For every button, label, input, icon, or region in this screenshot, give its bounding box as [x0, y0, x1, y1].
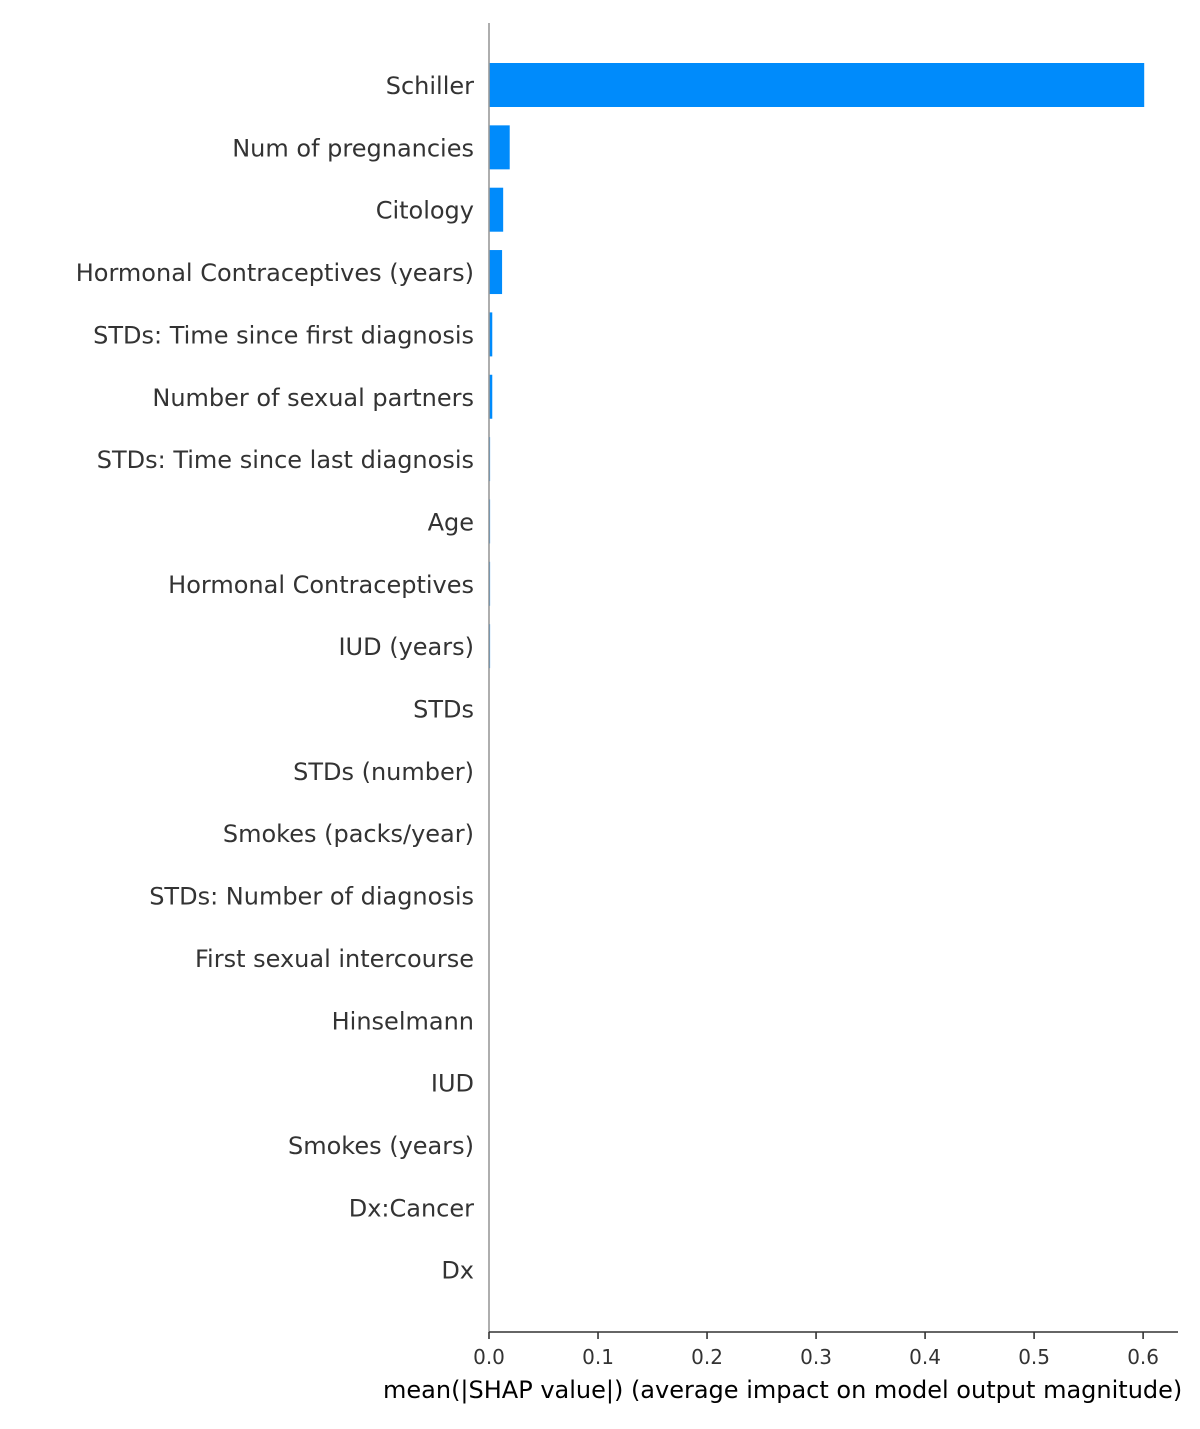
category-label-16: IUD [431, 1070, 474, 1098]
category-label-0: Schiller [386, 72, 474, 100]
bar-3 [489, 250, 503, 295]
category-label-5: Number of sexual partners [152, 384, 474, 412]
category-label-1: Num of pregnancies [232, 134, 474, 162]
category-label-19: Dx [441, 1257, 474, 1285]
category-label-2: Citology [376, 197, 474, 225]
x-tick-label-3: 0.3 [800, 1345, 832, 1369]
x-tick-label-6: 0.6 [1127, 1345, 1159, 1369]
x-ticks-group: 0.0 0.1 0.2 0.3 0.4 0.5 0.6 [473, 1332, 1159, 1369]
category-label-7: Age [428, 508, 474, 536]
category-label-12: Smokes (packs/year) [223, 820, 474, 848]
category-label-8: Hormonal Contraceptives [168, 571, 474, 599]
x-tick-label-1: 0.1 [582, 1345, 614, 1369]
x-tick-label-4: 0.4 [909, 1345, 941, 1369]
category-label-11: STDs (number) [293, 758, 474, 786]
category-label-10: STDs [413, 696, 474, 724]
bar-4 [489, 312, 493, 357]
bar-2 [489, 187, 504, 232]
category-label-17: Smokes (years) [288, 1132, 474, 1160]
category-label-14: First sexual intercourse [195, 945, 474, 973]
x-tick-label-5: 0.5 [1018, 1345, 1050, 1369]
x-tick-label-0: 0.0 [473, 1345, 505, 1369]
bar-1 [489, 125, 510, 170]
category-labels-group: Schiller Num of pregnancies Citology Hormon… [76, 72, 474, 1285]
category-label-6: STDs: Time since last diagnosis [97, 446, 474, 474]
category-label-18: Dx:Cancer [349, 1194, 474, 1222]
bar-0 [489, 63, 1145, 107]
bar-5 [489, 374, 493, 419]
category-label-4: STDs: Time since first diagnosis [93, 321, 474, 349]
category-label-15: Hinselmann [332, 1007, 474, 1035]
x-axis-label: mean(|SHAP value|) (average impact on mo… [383, 1376, 1182, 1404]
category-label-13: STDs: Number of diagnosis [149, 883, 474, 911]
bars-group [489, 63, 1145, 669]
x-tick-label-2: 0.2 [691, 1345, 723, 1369]
category-label-9: IUD (years) [338, 633, 474, 661]
category-label-3: Hormonal Contraceptives (years) [76, 259, 474, 287]
